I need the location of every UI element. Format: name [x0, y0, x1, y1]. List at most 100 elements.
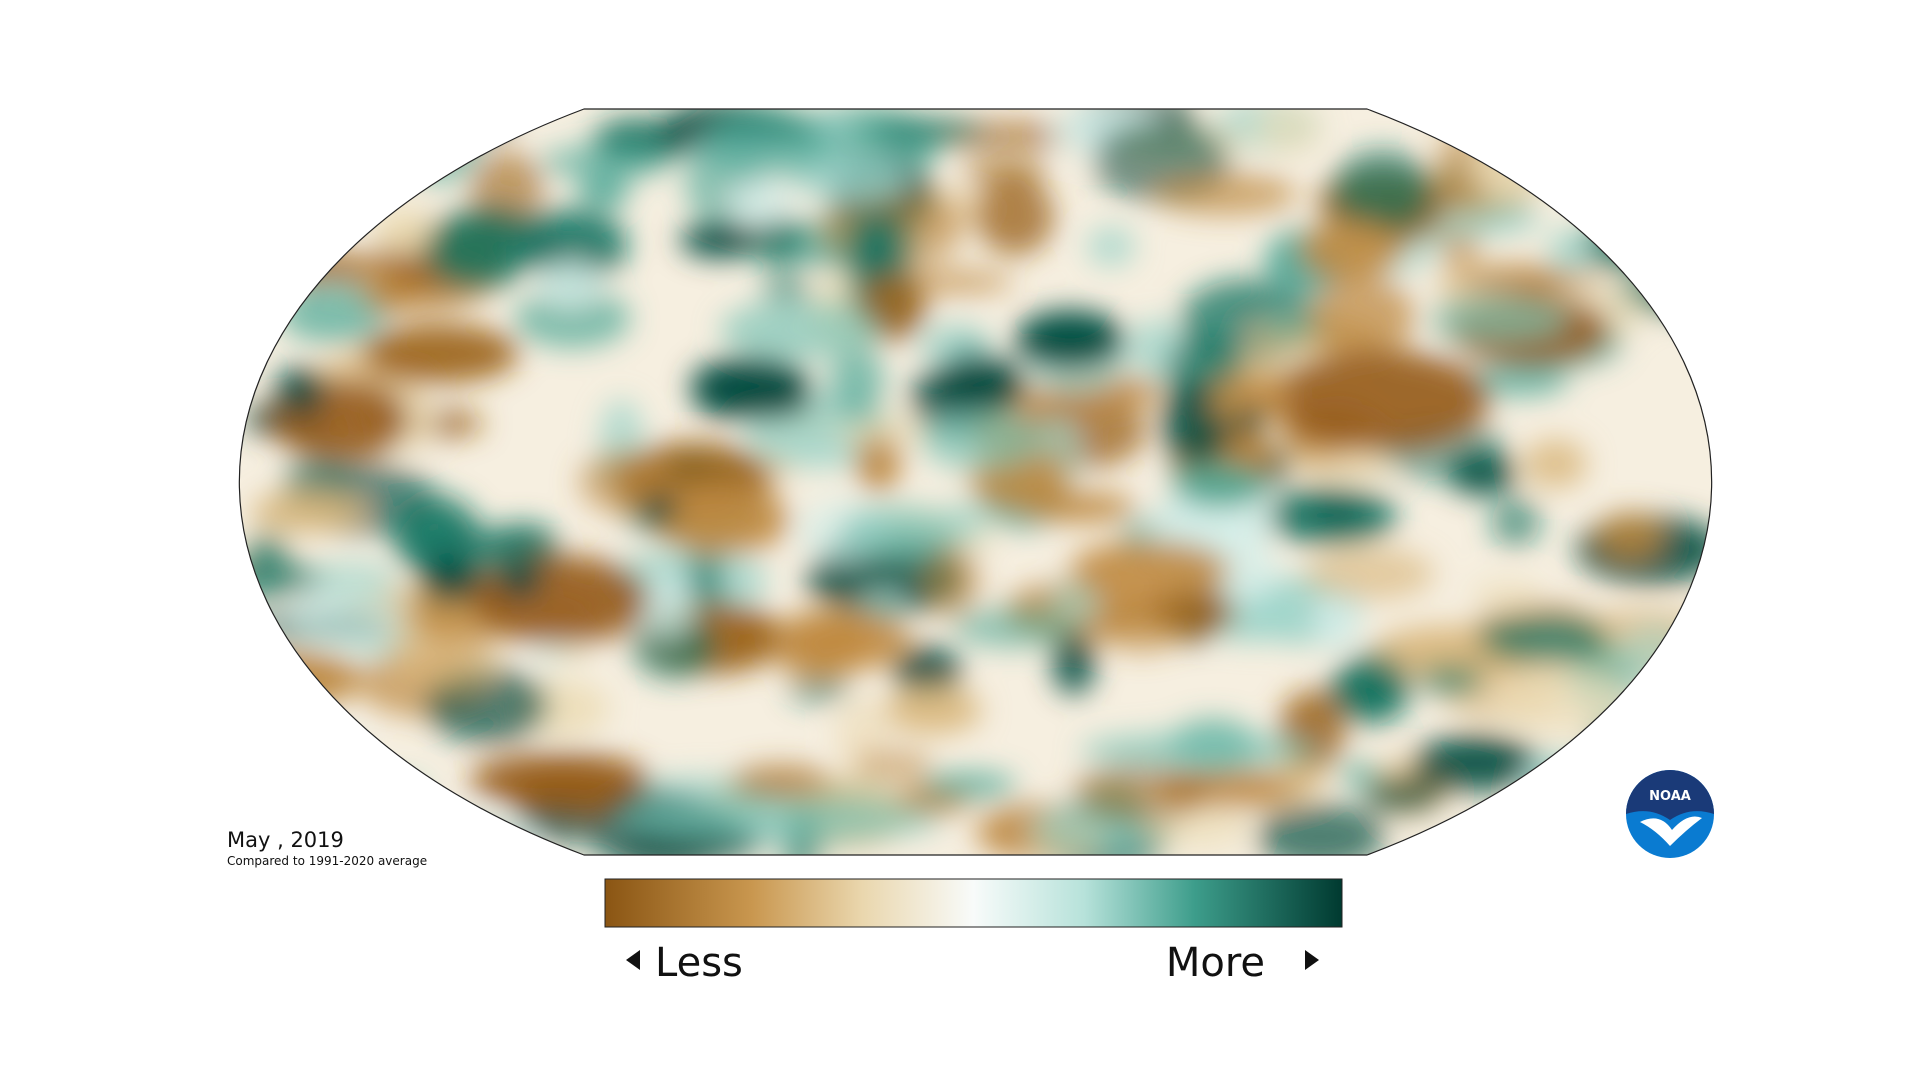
anomaly-blob [239, 724, 365, 789]
anomaly-blob [1578, 149, 1648, 201]
anomaly-blob [1099, 602, 1185, 653]
anomaly-blob [1650, 248, 1712, 308]
anomaly-blob [1070, 540, 1230, 600]
anomaly-blob [1052, 631, 1096, 695]
anomaly-blob [1448, 452, 1517, 496]
anomaly-blob [1311, 498, 1363, 526]
anomaly-blob [470, 752, 650, 808]
anomaly-blob [425, 210, 532, 290]
anomaly-blob [720, 300, 880, 360]
anomaly-blob [1179, 512, 1268, 554]
anomaly-blob [792, 154, 909, 203]
anomaly-blob [853, 749, 933, 780]
logo-top [1626, 770, 1714, 820]
anomaly-blob [1493, 669, 1629, 736]
anomaly-blob [1304, 547, 1435, 601]
anomaly-blob [250, 491, 363, 533]
anomaly-blob [385, 637, 499, 690]
anomaly-blob [923, 542, 980, 618]
anomaly-blob [239, 738, 351, 809]
logo-text: NOAA [1649, 789, 1691, 804]
legend-low: Less [655, 940, 743, 986]
anomaly-blob [498, 562, 542, 598]
anomaly-blob [750, 215, 805, 266]
anomaly-blob [840, 505, 960, 555]
anomaly-blob [1254, 109, 1322, 156]
anomaly-blob [1338, 762, 1380, 787]
anomaly-blob [761, 273, 812, 303]
anomaly-blob [1430, 298, 1570, 342]
anomaly-blob [690, 357, 810, 413]
anomaly-blob [239, 222, 303, 264]
anomaly-blob [529, 642, 570, 668]
anomaly-blob [239, 616, 277, 687]
anomaly-blob [420, 558, 480, 602]
anomaly-blob [1300, 220, 1400, 280]
anomaly-blob [536, 261, 603, 308]
anomaly-blob [239, 248, 372, 284]
more-arrow [1305, 950, 1319, 970]
anomaly-blob [239, 650, 363, 708]
color-bar [604, 878, 1343, 928]
anomaly-blob [1520, 752, 1595, 832]
noaa-logo: NOAA [1626, 770, 1714, 858]
anomaly-blob [1307, 277, 1416, 359]
anomaly-blob [1050, 581, 1101, 623]
map-subtitle: Compared to 1991-2020 average [227, 854, 427, 868]
anomaly-blob [1080, 732, 1320, 768]
anomaly-blob [300, 775, 431, 801]
anomaly-blob [685, 552, 726, 608]
anomaly-blob [1315, 591, 1359, 652]
anomaly-blob [239, 559, 330, 600]
anomaly-blob [541, 144, 670, 180]
anomaly-blob [1470, 578, 1543, 613]
anomaly-blob [239, 180, 335, 233]
anomaly-blob [284, 588, 402, 649]
map-area [239, 109, 1712, 855]
anomaly-blob [790, 610, 910, 670]
legend-high: More [1166, 940, 1265, 986]
anomaly-blob [1597, 512, 1662, 559]
anomaly-blob [921, 772, 1017, 799]
anomaly-blob [1490, 497, 1541, 547]
anomaly-blob [702, 109, 833, 183]
anomaly-blob [1470, 363, 1569, 397]
anomaly-blob [1581, 181, 1687, 216]
anomaly-blob [727, 177, 793, 225]
anomaly-blob [1210, 375, 1290, 425]
anomaly-blob [918, 324, 992, 366]
anomaly-blob [1523, 438, 1588, 489]
map-border [238, 108, 1713, 856]
anomaly-blob [1478, 616, 1609, 663]
anomaly-blob [883, 686, 983, 735]
anomaly-blob [951, 607, 1074, 648]
anomaly-blob [1548, 229, 1594, 269]
logo-bird [1640, 816, 1702, 846]
anomaly-blob [1172, 464, 1268, 509]
anomaly-blob [1325, 456, 1397, 482]
anomaly-blob [620, 798, 940, 842]
less-arrow [626, 950, 640, 970]
anomaly-blob [893, 646, 961, 697]
anomaly-blob [1236, 406, 1264, 434]
anomaly-blob [421, 824, 510, 855]
anomaly-blob [920, 410, 1040, 470]
anomaly-blob [829, 344, 885, 422]
anomaly-blob [1331, 149, 1433, 233]
anomaly-blob [1503, 818, 1641, 855]
anomaly-blob [935, 355, 1025, 415]
anomaly-blob [1412, 735, 1541, 791]
anomaly-blob [1270, 350, 1490, 450]
anomaly-blob [1617, 624, 1692, 689]
anomaly-blob [650, 485, 790, 555]
anomaly-blob [367, 279, 415, 312]
anomaly-blob [470, 555, 650, 645]
anomaly-blob [429, 109, 515, 138]
anomaly-blob [1524, 117, 1650, 183]
anomaly-blob [275, 368, 325, 412]
anomaly-blob [1588, 717, 1706, 755]
anomaly-blob [1361, 777, 1441, 814]
anomaly-blob [1072, 762, 1209, 825]
